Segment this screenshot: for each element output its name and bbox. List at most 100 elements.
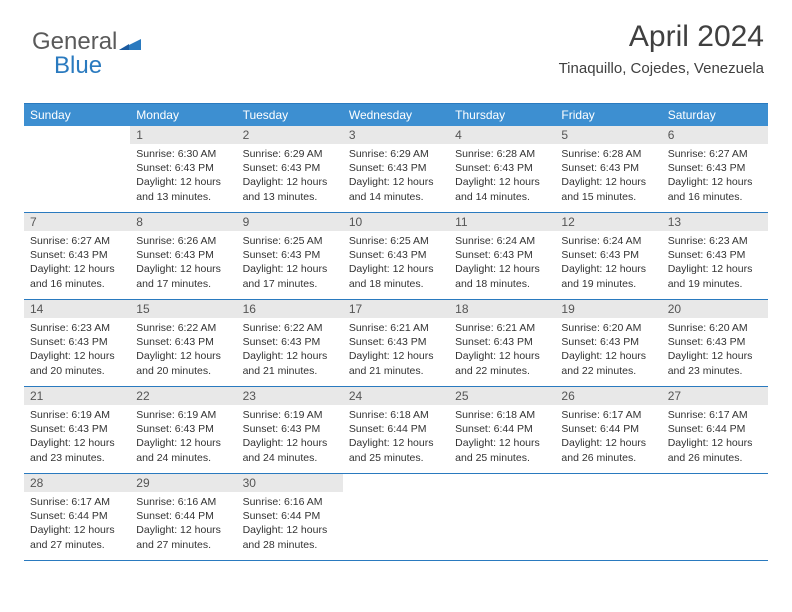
sunset-text: Sunset: 6:43 PM bbox=[243, 248, 337, 262]
day-body: Sunrise: 6:23 AMSunset: 6:43 PMDaylight:… bbox=[24, 318, 130, 384]
dayname: Monday bbox=[130, 104, 236, 126]
sunrise-text: Sunrise: 6:23 AM bbox=[668, 234, 762, 248]
dayname: Tuesday bbox=[237, 104, 343, 126]
calendar-cell: 12Sunrise: 6:24 AMSunset: 6:43 PMDayligh… bbox=[555, 213, 661, 299]
day-number: 11 bbox=[449, 213, 555, 231]
calendar-cell: 3Sunrise: 6:29 AMSunset: 6:43 PMDaylight… bbox=[343, 126, 449, 212]
sunrise-text: Sunrise: 6:18 AM bbox=[455, 408, 549, 422]
sunset-text: Sunset: 6:43 PM bbox=[349, 248, 443, 262]
day-number: 7 bbox=[24, 213, 130, 231]
daylight-text: Daylight: 12 hours and 22 minutes. bbox=[561, 349, 655, 377]
calendar-cell: 16Sunrise: 6:22 AMSunset: 6:43 PMDayligh… bbox=[237, 300, 343, 386]
sunset-text: Sunset: 6:43 PM bbox=[136, 161, 230, 175]
daylight-text: Daylight: 12 hours and 25 minutes. bbox=[349, 436, 443, 464]
day-body: Sunrise: 6:26 AMSunset: 6:43 PMDaylight:… bbox=[130, 231, 236, 297]
daylight-text: Daylight: 12 hours and 25 minutes. bbox=[455, 436, 549, 464]
day-body: Sunrise: 6:22 AMSunset: 6:43 PMDaylight:… bbox=[130, 318, 236, 384]
daylight-text: Daylight: 12 hours and 16 minutes. bbox=[668, 175, 762, 203]
dayname: Friday bbox=[555, 104, 661, 126]
sunrise-text: Sunrise: 6:25 AM bbox=[349, 234, 443, 248]
sunset-text: Sunset: 6:43 PM bbox=[136, 422, 230, 436]
sunset-text: Sunset: 6:44 PM bbox=[561, 422, 655, 436]
daylight-text: Daylight: 12 hours and 27 minutes. bbox=[30, 523, 124, 551]
daylight-text: Daylight: 12 hours and 23 minutes. bbox=[668, 349, 762, 377]
calendar-cell: 5Sunrise: 6:28 AMSunset: 6:43 PMDaylight… bbox=[555, 126, 661, 212]
sunset-text: Sunset: 6:43 PM bbox=[668, 335, 762, 349]
sunset-text: Sunset: 6:43 PM bbox=[30, 335, 124, 349]
calendar-cell: 22Sunrise: 6:19 AMSunset: 6:43 PMDayligh… bbox=[130, 387, 236, 473]
sunrise-text: Sunrise: 6:20 AM bbox=[668, 321, 762, 335]
dayname: Saturday bbox=[662, 104, 768, 126]
calendar-cell: 2Sunrise: 6:29 AMSunset: 6:43 PMDaylight… bbox=[237, 126, 343, 212]
day-number: 20 bbox=[662, 300, 768, 318]
day-number: 24 bbox=[343, 387, 449, 405]
day-number: 22 bbox=[130, 387, 236, 405]
calendar-cell: 10Sunrise: 6:25 AMSunset: 6:43 PMDayligh… bbox=[343, 213, 449, 299]
daylight-text: Daylight: 12 hours and 21 minutes. bbox=[349, 349, 443, 377]
calendar-cell bbox=[555, 474, 661, 560]
sunset-text: Sunset: 6:43 PM bbox=[455, 335, 549, 349]
sunset-text: Sunset: 6:43 PM bbox=[561, 161, 655, 175]
day-body: Sunrise: 6:21 AMSunset: 6:43 PMDaylight:… bbox=[343, 318, 449, 384]
daylight-text: Daylight: 12 hours and 19 minutes. bbox=[668, 262, 762, 290]
day-body: Sunrise: 6:16 AMSunset: 6:44 PMDaylight:… bbox=[237, 492, 343, 558]
day-number: 15 bbox=[130, 300, 236, 318]
sunset-text: Sunset: 6:44 PM bbox=[30, 509, 124, 523]
calendar-header-row: Sunday Monday Tuesday Wednesday Thursday… bbox=[24, 104, 768, 126]
sunrise-text: Sunrise: 6:29 AM bbox=[349, 147, 443, 161]
day-number: 13 bbox=[662, 213, 768, 231]
sunset-text: Sunset: 6:43 PM bbox=[349, 161, 443, 175]
calendar: Sunday Monday Tuesday Wednesday Thursday… bbox=[24, 103, 768, 561]
sunrise-text: Sunrise: 6:20 AM bbox=[561, 321, 655, 335]
calendar-cell: 18Sunrise: 6:21 AMSunset: 6:43 PMDayligh… bbox=[449, 300, 555, 386]
sunset-text: Sunset: 6:43 PM bbox=[30, 248, 124, 262]
sunset-text: Sunset: 6:44 PM bbox=[349, 422, 443, 436]
daylight-text: Daylight: 12 hours and 22 minutes. bbox=[455, 349, 549, 377]
daylight-text: Daylight: 12 hours and 27 minutes. bbox=[136, 523, 230, 551]
daylight-text: Daylight: 12 hours and 28 minutes. bbox=[243, 523, 337, 551]
day-body: Sunrise: 6:19 AMSunset: 6:43 PMDaylight:… bbox=[130, 405, 236, 471]
logo-shape-icon bbox=[119, 33, 141, 51]
sunset-text: Sunset: 6:43 PM bbox=[243, 422, 337, 436]
sunrise-text: Sunrise: 6:28 AM bbox=[455, 147, 549, 161]
sunrise-text: Sunrise: 6:16 AM bbox=[243, 495, 337, 509]
calendar-cell: 21Sunrise: 6:19 AMSunset: 6:43 PMDayligh… bbox=[24, 387, 130, 473]
day-number: 26 bbox=[555, 387, 661, 405]
day-number: 18 bbox=[449, 300, 555, 318]
day-body: Sunrise: 6:24 AMSunset: 6:43 PMDaylight:… bbox=[449, 231, 555, 297]
daylight-text: Daylight: 12 hours and 13 minutes. bbox=[243, 175, 337, 203]
day-number: 23 bbox=[237, 387, 343, 405]
dayname: Thursday bbox=[449, 104, 555, 126]
calendar-cell: 29Sunrise: 6:16 AMSunset: 6:44 PMDayligh… bbox=[130, 474, 236, 560]
calendar-week: 14Sunrise: 6:23 AMSunset: 6:43 PMDayligh… bbox=[24, 300, 768, 387]
daylight-text: Daylight: 12 hours and 26 minutes. bbox=[561, 436, 655, 464]
page-subtitle: Tinaquillo, Cojedes, Venezuela bbox=[559, 60, 764, 77]
day-body: Sunrise: 6:20 AMSunset: 6:43 PMDaylight:… bbox=[662, 318, 768, 384]
day-body: Sunrise: 6:19 AMSunset: 6:43 PMDaylight:… bbox=[237, 405, 343, 471]
sunset-text: Sunset: 6:43 PM bbox=[243, 335, 337, 349]
calendar-week: 1Sunrise: 6:30 AMSunset: 6:43 PMDaylight… bbox=[24, 126, 768, 213]
sunset-text: Sunset: 6:43 PM bbox=[455, 161, 549, 175]
calendar-cell: 30Sunrise: 6:16 AMSunset: 6:44 PMDayligh… bbox=[237, 474, 343, 560]
day-number: 4 bbox=[449, 126, 555, 144]
daylight-text: Daylight: 12 hours and 15 minutes. bbox=[561, 175, 655, 203]
sunrise-text: Sunrise: 6:21 AM bbox=[349, 321, 443, 335]
sunrise-text: Sunrise: 6:26 AM bbox=[136, 234, 230, 248]
day-number: 1 bbox=[130, 126, 236, 144]
sunrise-text: Sunrise: 6:19 AM bbox=[243, 408, 337, 422]
day-body: Sunrise: 6:16 AMSunset: 6:44 PMDaylight:… bbox=[130, 492, 236, 558]
day-body: Sunrise: 6:29 AMSunset: 6:43 PMDaylight:… bbox=[343, 144, 449, 210]
sunrise-text: Sunrise: 6:17 AM bbox=[30, 495, 124, 509]
day-number: 28 bbox=[24, 474, 130, 492]
day-number: 29 bbox=[130, 474, 236, 492]
day-body: Sunrise: 6:25 AMSunset: 6:43 PMDaylight:… bbox=[343, 231, 449, 297]
day-body: Sunrise: 6:17 AMSunset: 6:44 PMDaylight:… bbox=[555, 405, 661, 471]
daylight-text: Daylight: 12 hours and 20 minutes. bbox=[30, 349, 124, 377]
calendar-cell: 23Sunrise: 6:19 AMSunset: 6:43 PMDayligh… bbox=[237, 387, 343, 473]
sunrise-text: Sunrise: 6:29 AM bbox=[243, 147, 337, 161]
calendar-cell: 8Sunrise: 6:26 AMSunset: 6:43 PMDaylight… bbox=[130, 213, 236, 299]
daylight-text: Daylight: 12 hours and 17 minutes. bbox=[136, 262, 230, 290]
calendar-cell: 26Sunrise: 6:17 AMSunset: 6:44 PMDayligh… bbox=[555, 387, 661, 473]
day-number: 19 bbox=[555, 300, 661, 318]
day-number: 10 bbox=[343, 213, 449, 231]
